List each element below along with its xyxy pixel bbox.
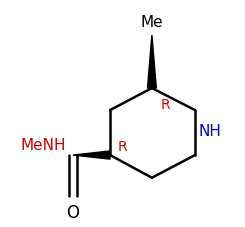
Text: R: R bbox=[118, 140, 128, 154]
Text: Me: Me bbox=[141, 15, 163, 30]
Text: O: O bbox=[66, 204, 80, 222]
Text: R: R bbox=[160, 98, 170, 112]
Polygon shape bbox=[147, 35, 156, 88]
Text: MeNH: MeNH bbox=[21, 138, 66, 153]
Polygon shape bbox=[73, 151, 110, 159]
Text: NH: NH bbox=[198, 124, 221, 139]
